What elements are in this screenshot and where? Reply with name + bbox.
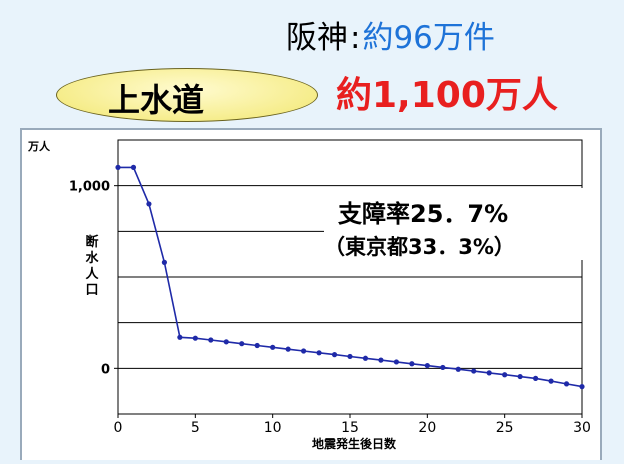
y-axis-label-char: 口 (85, 283, 98, 298)
x-tick-label: 5 (191, 420, 200, 436)
data-point (393, 359, 399, 365)
data-point (533, 375, 539, 381)
data-point (455, 366, 461, 372)
hanshin-summary: 阪神:約96万件 (286, 12, 495, 57)
chart-panel: 0 5 10 15 20 25 30 0 1,000 万人 断水人口 地震発生後日数 支障率25… (20, 128, 602, 460)
data-point (548, 378, 554, 384)
data-point (285, 346, 291, 352)
data-point (563, 381, 570, 387)
data-point (579, 384, 585, 390)
data-point (517, 373, 523, 380)
y-axis-label-char: 人 (85, 266, 99, 282)
section-pill (56, 68, 318, 122)
data-point (223, 339, 229, 345)
x-tick-label: 10 (264, 420, 282, 436)
annotation-line-2: （東京都33．3%） (324, 235, 515, 259)
region-label: 阪神 (286, 20, 348, 56)
data-point (192, 335, 198, 341)
data-point (239, 341, 245, 347)
data-point (331, 352, 338, 358)
data-point (409, 361, 415, 367)
y-axis-label-char: 断 (85, 234, 98, 250)
data-point (254, 342, 260, 349)
annotation-background (324, 188, 586, 260)
x-tick-label: 30 (573, 420, 591, 436)
data-point (130, 164, 137, 170)
data-point (471, 368, 477, 374)
y-tick-label: 0 (101, 362, 110, 377)
data-point (115, 164, 121, 170)
data-point (378, 357, 384, 363)
colon-separator: : (350, 20, 361, 56)
x-tick-label: 15 (341, 420, 359, 436)
data-point (486, 370, 492, 376)
data-point (440, 364, 446, 371)
x-tick-label: 25 (496, 420, 514, 436)
y-unit-label: 万人 (27, 139, 51, 153)
x-axis-label: 地震発生後日数 (312, 436, 397, 451)
data-point (362, 355, 369, 361)
y-axis-label-char: 水 (85, 250, 99, 266)
data-point (161, 259, 167, 265)
data-point (301, 348, 307, 354)
x-tick-label: 20 (418, 420, 436, 436)
data-point (347, 353, 353, 360)
x-tick-label: 0 (114, 420, 123, 436)
section-title: 上水道 (108, 81, 205, 119)
data-point (177, 334, 183, 340)
data-point (270, 344, 276, 350)
series (115, 164, 585, 390)
affected-population: 約1,100万人 (336, 75, 558, 116)
data-point (146, 201, 152, 207)
tick-labels: 0 5 10 15 20 25 30 0 1,000 (69, 180, 591, 436)
data-point (502, 372, 508, 378)
data-point (316, 350, 322, 356)
y-tick-label: 1,000 (69, 180, 110, 195)
data-point (424, 362, 430, 369)
annotation-line-1: 支障率25．7% (338, 200, 508, 228)
data-point (208, 337, 214, 343)
incident-count: 約96万件 (362, 20, 495, 56)
